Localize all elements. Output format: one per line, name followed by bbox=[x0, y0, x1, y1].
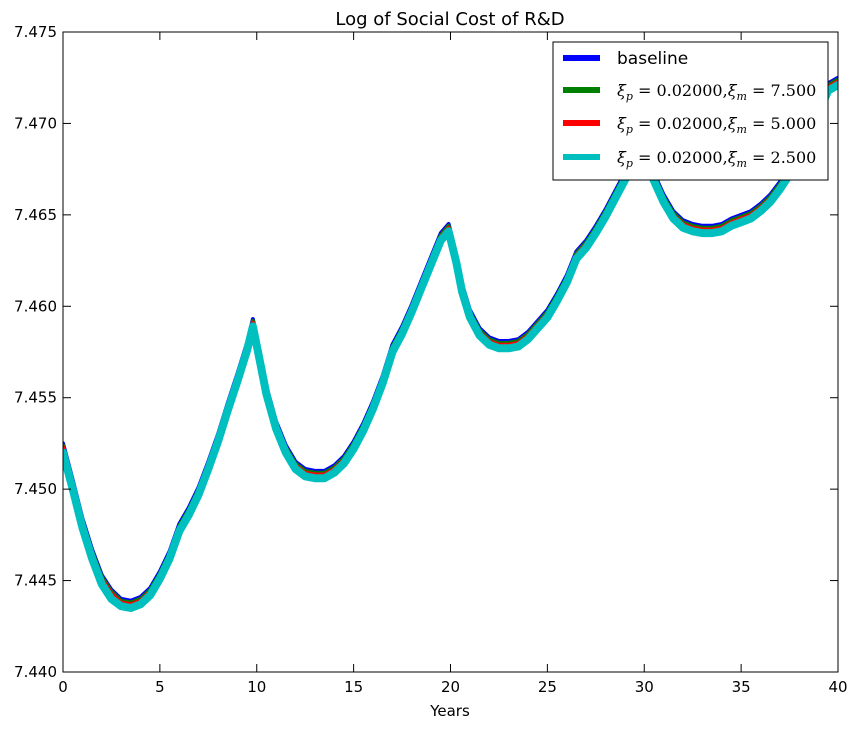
series-layer bbox=[63, 75, 838, 612]
legend-xi-m-value: 7.500 bbox=[771, 81, 817, 100]
legend-xi-m-value: 5.000 bbox=[771, 114, 817, 133]
y-tick-label: 7.440 bbox=[14, 663, 57, 681]
legend-label-3: ξp = 0.02000,ξm = 2.500 bbox=[617, 148, 816, 170]
x-tick-label: 5 bbox=[155, 678, 165, 696]
legend-xi-p-value: 0.02000 bbox=[656, 81, 722, 100]
y-tick-label: 7.445 bbox=[14, 572, 57, 590]
x-tick-label: 25 bbox=[538, 678, 557, 696]
chart-title: Log of Social Cost of R&D bbox=[335, 9, 564, 30]
y-tick-label: 7.470 bbox=[14, 114, 57, 132]
legend-xi-p-value: 0.02000 bbox=[656, 114, 722, 133]
legend-label-2: ξp = 0.02000,ξm = 5.000 bbox=[617, 114, 816, 136]
x-tick-label: 40 bbox=[828, 678, 847, 696]
y-tick-label: 7.455 bbox=[14, 389, 57, 407]
y-tick-label: 7.465 bbox=[14, 206, 57, 224]
x-tick-label: 15 bbox=[344, 678, 363, 696]
ticks-layer: 0 5 10 15 20 25 30 35 40 7.440 7.445 7.450 7.455 7.46… bbox=[14, 23, 848, 696]
x-tick-label: 10 bbox=[247, 678, 266, 696]
x-tick-label: 0 bbox=[58, 678, 68, 696]
x-tick-label: 35 bbox=[732, 678, 751, 696]
legend-label-1: ξp = 0.02000,ξm = 7.500 bbox=[617, 81, 816, 103]
x-axis-label: Years bbox=[429, 702, 470, 720]
legend: baseline ξp = 0.02000,ξm = 7.500 ξp = 0.02… bbox=[552, 41, 829, 181]
y-tick-label: 7.460 bbox=[14, 297, 57, 315]
y-tick-label: 7.475 bbox=[14, 23, 57, 41]
y-tick-label: 7.450 bbox=[14, 480, 57, 498]
x-tick-label: 30 bbox=[635, 678, 654, 696]
legend-xi-p-value: 0.02000 bbox=[656, 148, 722, 167]
x-tick-label: 20 bbox=[441, 678, 460, 696]
legend-items: baseline ξp = 0.02000,ξm = 7.500 ξp = 0.02… bbox=[563, 49, 816, 170]
legend-xi-m-value: 2.500 bbox=[771, 148, 817, 167]
series-line-3 bbox=[63, 81, 838, 612]
legend-label-0: baseline bbox=[617, 49, 688, 69]
